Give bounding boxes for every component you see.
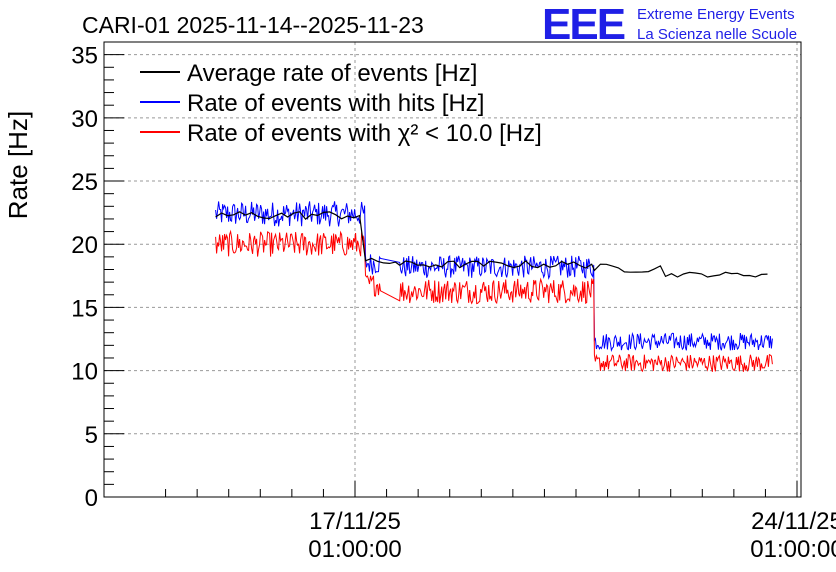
x-tick-label-time: 01:00:00 <box>750 536 836 563</box>
legend-label-chi2: Rate of events with χ² < 10.0 [Hz] <box>187 120 542 147</box>
y-axis-label: Rate [Hz] <box>3 111 33 219</box>
y-tick-label: 25 <box>71 169 98 196</box>
series-line-chi2 <box>215 229 773 373</box>
y-tick-label: 20 <box>71 232 98 259</box>
legend-label-hits: Rate of events with hits [Hz] <box>187 90 484 117</box>
eee-logo: EEE Extreme Energy Events La Scienza nel… <box>542 0 797 49</box>
x-tick-label-date: 24/11/25 <box>751 508 836 535</box>
y-tick-label: 0 <box>85 485 98 512</box>
y-tick-label: 30 <box>71 106 98 133</box>
eee-logo-line2: La Scienza nelle Scuole <box>637 26 797 43</box>
y-tick-label: 15 <box>71 295 98 322</box>
series-layer <box>215 201 773 373</box>
axis-ticks <box>104 41 798 498</box>
eee-logo-line1: Extreme Energy Events <box>637 6 795 23</box>
grid-lines <box>104 42 801 497</box>
legend: Average rate of events [Hz] Rate of event… <box>140 60 542 147</box>
y-tick-label: 5 <box>85 422 98 449</box>
chart-title: CARI-01 2025-11-14--2025-11-23 <box>82 12 424 38</box>
y-tick-labels: 0 5 10 15 20 25 30 35 <box>71 43 98 512</box>
y-tick-label: 35 <box>71 43 98 70</box>
series-line-hits <box>215 201 773 352</box>
x-tick-label-date: 17/11/25 <box>309 508 401 535</box>
eee-logo-mark: EEE <box>542 0 625 49</box>
x-tick-label-time: 01:00:00 <box>308 536 401 563</box>
legend-label-average: Average rate of events [Hz] <box>187 60 477 87</box>
y-tick-label: 10 <box>71 359 98 386</box>
series-line-average <box>215 211 768 278</box>
